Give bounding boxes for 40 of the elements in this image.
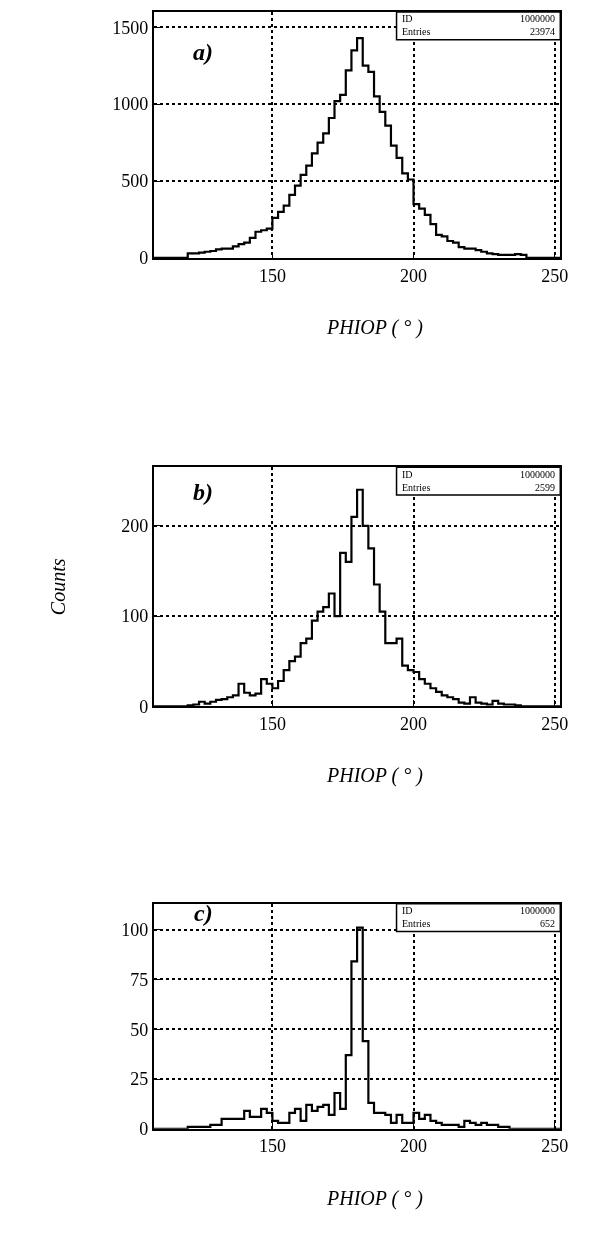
annotation: ID — [402, 905, 413, 916]
x-tick-label: 200 — [400, 265, 428, 286]
x-tick-label: 200 — [400, 1136, 428, 1157]
annotation: Entries — [402, 26, 431, 37]
x-tick-label: 250 — [541, 1136, 569, 1157]
annotation: 2599 — [535, 482, 555, 493]
annotation: ID — [402, 13, 413, 24]
x-axis-title: PHIOP ( ° ) — [326, 1187, 424, 1210]
annotation: 23974 — [530, 26, 555, 37]
y-tick-label: 100 — [121, 606, 149, 627]
y-tick-label: 0 — [139, 696, 149, 717]
annotation: 652 — [540, 918, 555, 929]
annotation: Entries — [402, 918, 431, 929]
annotation: Entries — [402, 482, 431, 493]
y-tick-label: 1000 — [112, 94, 149, 115]
y-tick-label: 500 — [121, 171, 149, 192]
y-tick-label: 0 — [139, 1119, 149, 1140]
x-tick-label: 250 — [541, 713, 569, 734]
annotation: 1000000 — [520, 13, 555, 24]
x-axis-title: PHIOP ( ° ) — [326, 316, 424, 339]
x-tick-label: 250 — [541, 265, 569, 286]
y-tick-label: 50 — [130, 1019, 149, 1040]
x-tick-label: 150 — [258, 265, 286, 286]
x-tick-label: 150 — [258, 1136, 286, 1157]
annotation: 1000000 — [520, 469, 555, 480]
y-tick-label: 200 — [121, 516, 149, 537]
y-tick-label: 1500 — [112, 17, 149, 38]
y-tick-label: 75 — [130, 969, 149, 990]
y-tick-label: 100 — [121, 919, 149, 940]
y-tick-label: 0 — [139, 248, 149, 269]
y-tick-label: 25 — [130, 1069, 149, 1090]
annotation: a) — [193, 39, 213, 65]
annotation: ID — [402, 469, 413, 480]
annotation: b) — [193, 479, 213, 505]
y-axis-title: Counts — [46, 558, 69, 616]
x-axis-title: PHIOP ( ° ) — [326, 764, 424, 787]
annotation: c) — [194, 900, 213, 926]
x-tick-label: 150 — [258, 713, 286, 734]
x-tick-label: 200 — [400, 713, 428, 734]
annotation: 1000000 — [520, 905, 555, 916]
